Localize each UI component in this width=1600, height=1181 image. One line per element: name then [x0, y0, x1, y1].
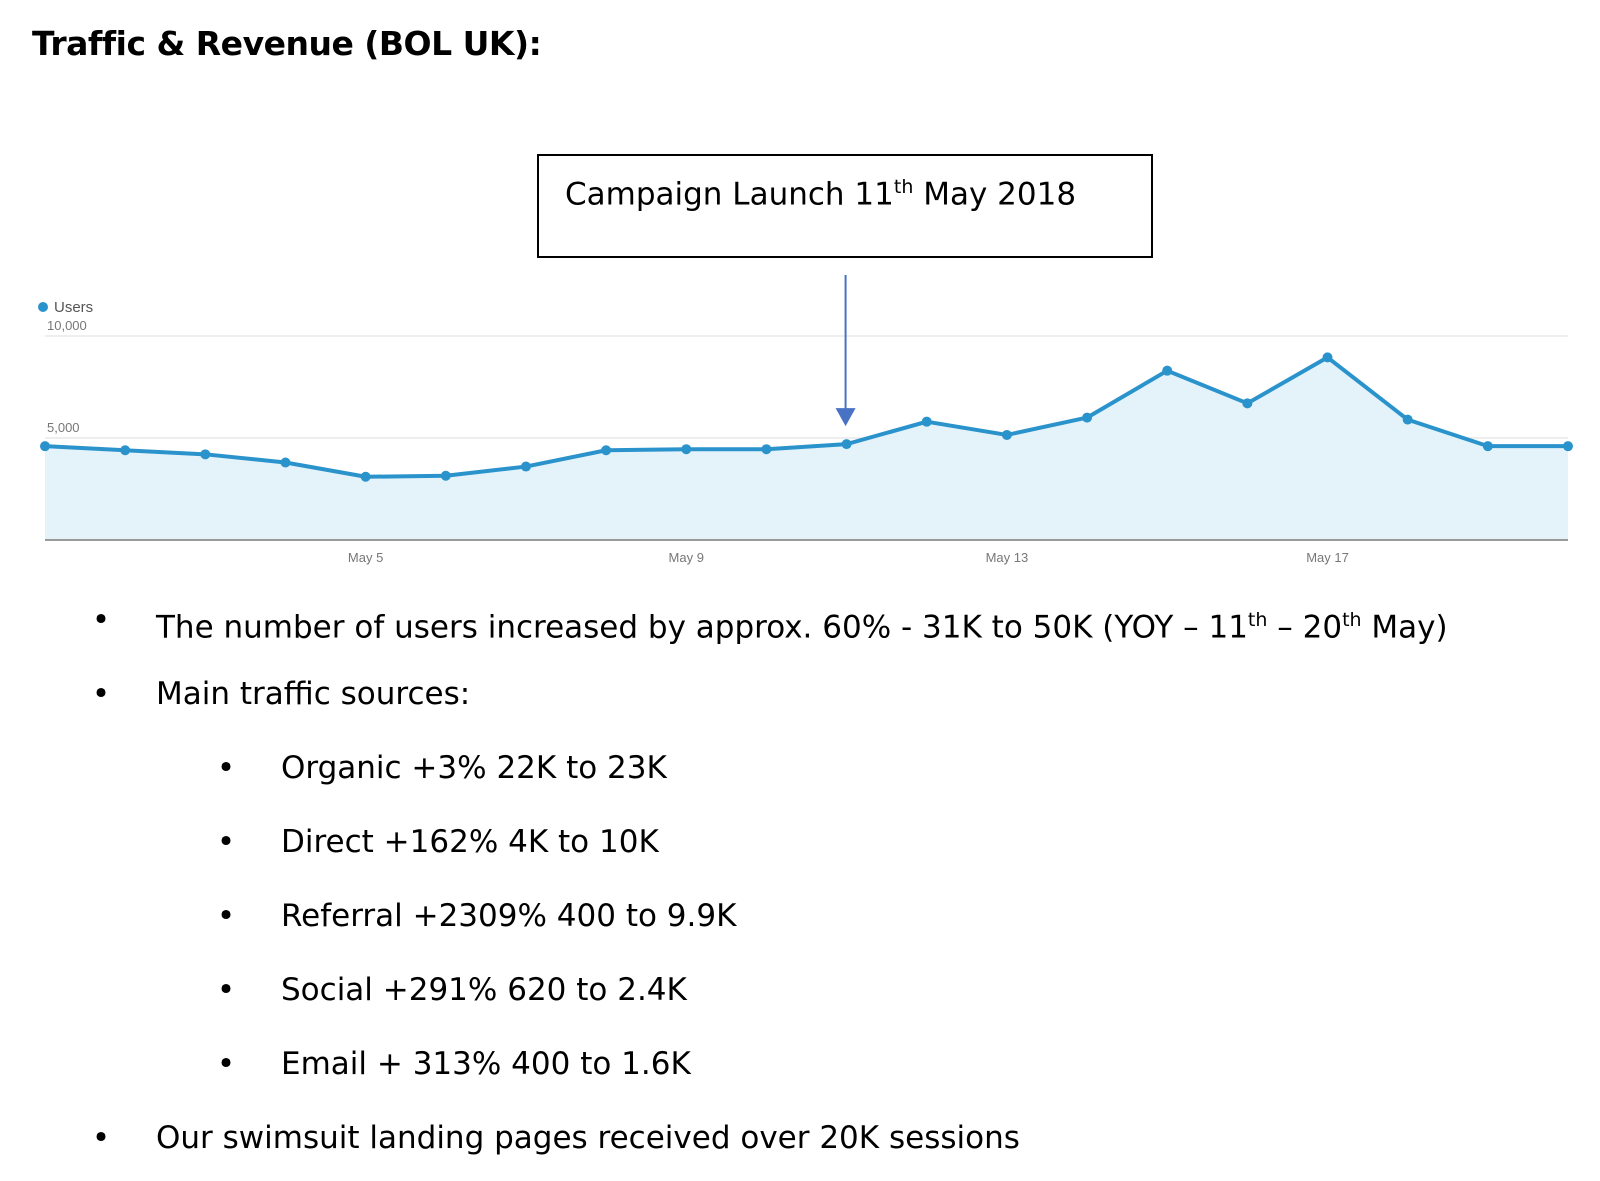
sub-bullet-text: Direct +162% 4K to 10K [281, 824, 659, 860]
users-data-point [681, 444, 692, 455]
users-data-point [761, 444, 772, 455]
legend-swatch [38, 302, 48, 312]
users-data-point [520, 461, 531, 472]
users-area-fill [45, 357, 1568, 540]
users-data-point [40, 441, 50, 452]
sub-bullet-text: Referral +2309% 400 to 9.9K [281, 898, 737, 934]
users-line [44, 355, 1568, 479]
users-data-point [200, 449, 211, 460]
bullet-text: The number of users increased by approx.… [156, 609, 1448, 646]
users-data-point [1402, 414, 1413, 425]
users-data-point [280, 457, 291, 468]
bullet-marker: • [91, 1120, 111, 1156]
users-data-point [360, 471, 371, 482]
bullet-marker: • [216, 1046, 236, 1082]
y-tick-label: 5,000 [47, 420, 80, 435]
users-data-point [120, 445, 131, 456]
users-data-point [921, 416, 932, 427]
users-data-point [841, 439, 852, 450]
campaign-launch-callout: Campaign Launch 11th May 2018 [537, 154, 1153, 258]
bullet-marker: • [216, 824, 236, 860]
sub-bullet-text: Organic +3% 22K to 23K [281, 750, 667, 786]
users-data-point [1322, 352, 1333, 363]
bullet-text: Our swimsuit landing pages received over… [156, 1120, 1020, 1156]
bullet-marker: • [91, 676, 111, 712]
x-tick-label: May 5 [348, 550, 383, 565]
x-tick-label: May 17 [1306, 550, 1349, 565]
bullet-text: Main traffic sources: [156, 676, 471, 712]
users-data-point [1482, 441, 1493, 452]
bullet-marker: • [91, 602, 111, 638]
bullet-marker: • [216, 898, 236, 934]
annotation-arrow-head [835, 408, 856, 427]
users-data-point [1162, 365, 1173, 376]
sub-bullet-text: Email + 313% 400 to 1.6K [281, 1046, 691, 1082]
users-chart: 10,000 5,000 May 5 May 9 May 13 May 17 Users [38, 275, 1573, 565]
sub-bullet-text: Social +291% 620 to 2.4K [281, 972, 687, 1008]
legend-label: Users [54, 299, 93, 316]
page-title: Traffic & Revenue (BOL UK): [32, 24, 542, 63]
users-data-point [601, 445, 612, 456]
bullet-marker: • [216, 750, 236, 786]
users-data-point [440, 470, 451, 481]
users-data-point [1001, 429, 1012, 440]
users-data-point [1563, 441, 1573, 452]
bullet-marker: • [216, 972, 236, 1008]
x-tick-label: May 9 [669, 550, 704, 565]
y-tick-label: 10,000 [47, 318, 87, 333]
x-tick-label: May 13 [986, 550, 1029, 565]
users-data-point [1082, 412, 1093, 423]
callout-text: Campaign Launch 11th May 2018 [565, 176, 1077, 213]
users-data-point [1242, 398, 1253, 409]
